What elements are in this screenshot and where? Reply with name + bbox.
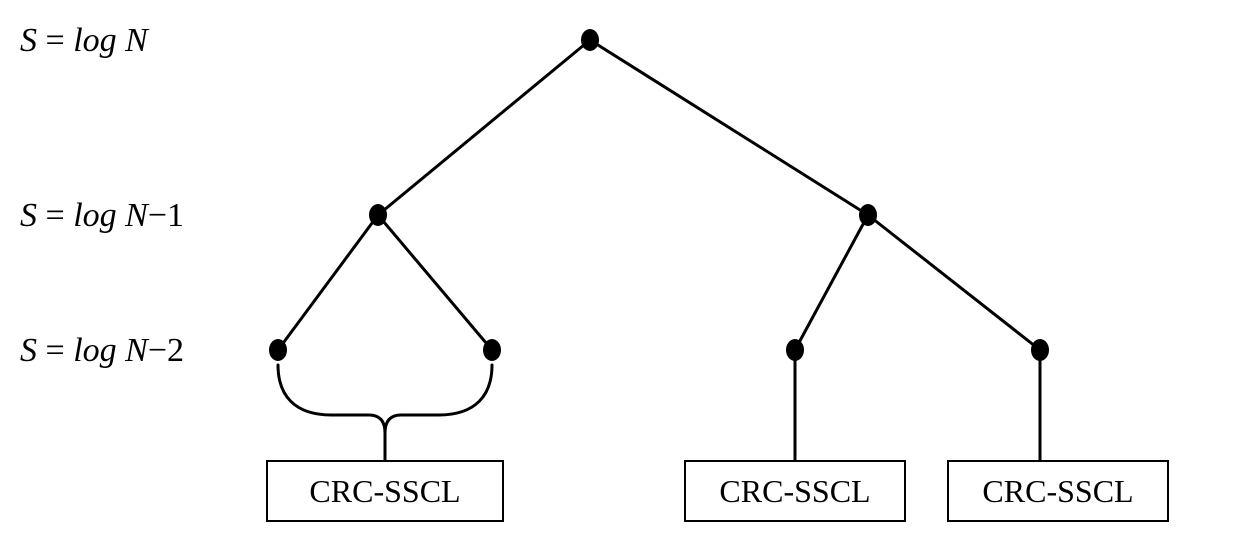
- level-label-2: S = log N−2: [20, 332, 184, 370]
- level-label-1: S = log N−1: [20, 197, 184, 235]
- crc-sscl-box: CRC-SSCL: [684, 460, 906, 522]
- diagram-canvas: { "type": "tree", "background_color": "#…: [0, 0, 1240, 547]
- level-label-0: S = log N: [20, 22, 148, 60]
- crc-sscl-box: CRC-SSCL: [947, 460, 1169, 522]
- crc-sscl-box: CRC-SSCL: [266, 460, 504, 522]
